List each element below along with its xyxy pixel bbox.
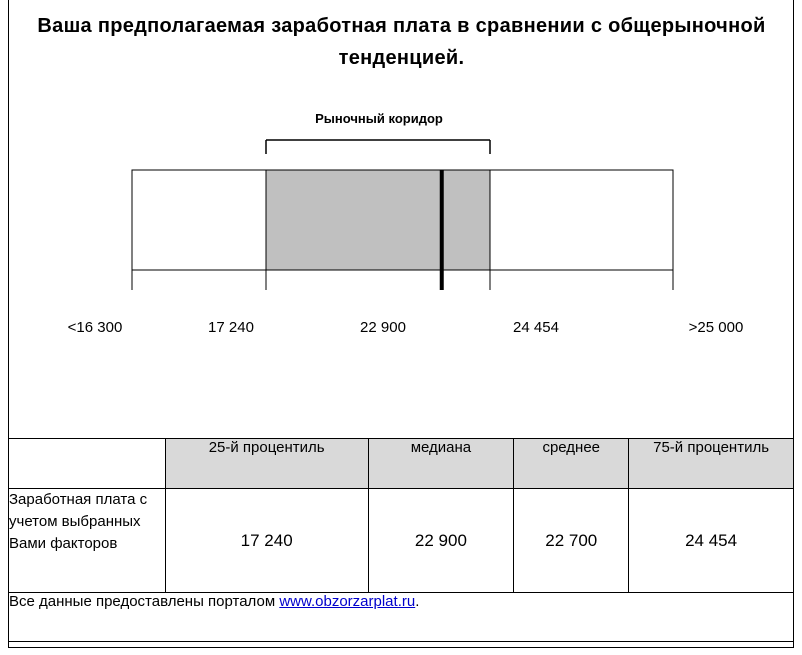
value-median: 22 900 [367,488,515,593]
page-title: Ваша предполагаемая заработная плата в с… [37,15,766,69]
footer-text: Все данные предоставлены порталом [9,593,280,610]
corridor-fill [265,169,491,271]
header-p75: 75-й процентиль [628,438,794,489]
stats-header-row: 25-й процентиль медиана среднее 75-й про… [8,438,794,489]
row-label: Заработная плата с учетом выбранных Вами… [8,488,166,593]
header-p25: 25-й процентиль [164,438,369,489]
source-link[interactable]: www.obzorzarplat.ru [279,593,416,610]
tick-label-high: >25 000 [689,319,744,336]
footer-row: Все данные предоставлены порталом www.ob… [8,592,794,642]
page-frame [8,0,794,648]
tick-label-p25: 17 240 [208,319,254,336]
stats-table: 25-й процентиль медиана среднее 75-й про… [8,438,794,642]
value-p75: 24 454 [628,488,794,593]
header-median: медиана [367,438,515,489]
value-p25: 17 240 [164,488,369,593]
table-row: Заработная плата с учетом выбранных Вами… [8,488,794,593]
corridor-label: Рыночный коридор [315,111,443,126]
header-blank-cell [8,438,166,489]
range-chart: Рыночный коридор <16 300 17 240 22 900 2… [68,111,744,336]
value-mean: 22 700 [513,488,630,593]
footer-cell: Все данные предоставлены порталом www.ob… [8,592,794,642]
tick-label-median: 22 900 [360,319,406,336]
header-mean: среднее [513,438,630,489]
tick-label-low: <16 300 [68,319,123,336]
tick-label-p75: 24 454 [513,319,559,336]
footer-suffix: . [415,593,420,610]
